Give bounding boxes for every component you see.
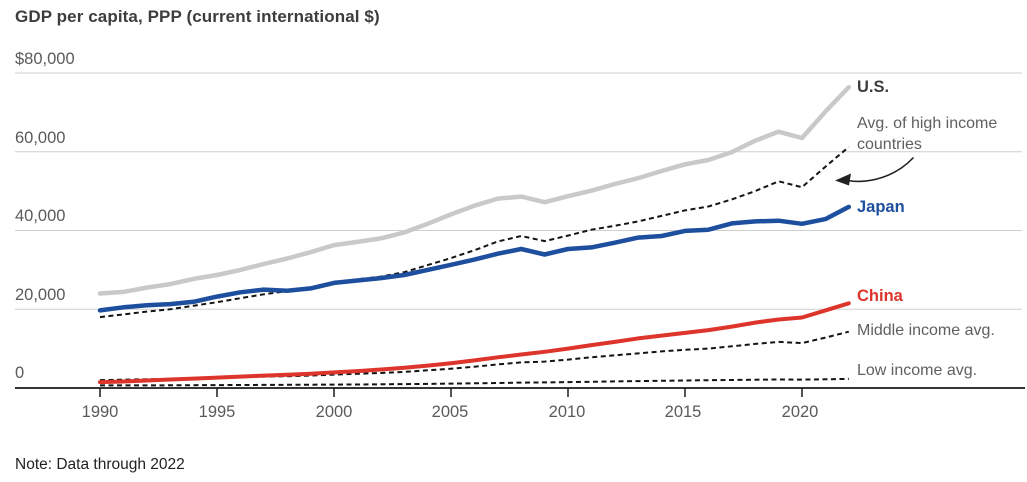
x-tick-label-2015: 2015	[664, 403, 702, 421]
gridlines-group	[15, 72, 1022, 310]
arrow-curve	[844, 157, 914, 183]
x-tick-label-1995: 1995	[198, 403, 236, 421]
y-tick-label-0: 0	[15, 364, 25, 382]
annotation-arrow	[835, 157, 914, 186]
series-label-japan: Japan	[857, 198, 905, 216]
x-tick-label-1990: 1990	[81, 403, 119, 421]
series-lines-group	[97, 84, 852, 387]
series-line-avg-of-high-income-countries	[99, 146, 850, 319]
series-line-middle-income-avg	[99, 330, 850, 382]
chart-note: Note: Data through 2022	[15, 456, 185, 473]
x-tick-label-2010: 2010	[548, 403, 586, 421]
series-label-high-income: Avg. of high income countries	[857, 115, 998, 153]
y-tick-label-80000: $80,000	[15, 50, 75, 68]
series-label-middle-income: Middle income avg.	[857, 322, 995, 339]
series-label-low-income: Low income avg.	[857, 362, 978, 379]
chart-title: GDP per capita, PPP (current internation…	[15, 7, 380, 26]
series-line-u-s	[97, 84, 852, 296]
y-tick-label-60000: 60,000	[15, 129, 66, 147]
series-label-china: China	[857, 287, 903, 305]
y-tick-label-20000: 20,000	[15, 286, 66, 304]
series-label-us: U.S.	[857, 78, 890, 96]
series-line-china	[98, 301, 851, 385]
x-tick-label-2000: 2000	[315, 403, 353, 421]
x-tick-label-2020: 2020	[781, 403, 819, 421]
y-tick-label-40000: 40,000	[15, 207, 66, 225]
arrow-head-icon	[835, 173, 851, 186]
series-line-japan	[97, 204, 852, 313]
x-tick-label-2005: 2005	[431, 403, 469, 421]
series-line-low-income-avg	[100, 377, 849, 387]
axis-group	[15, 387, 1025, 397]
